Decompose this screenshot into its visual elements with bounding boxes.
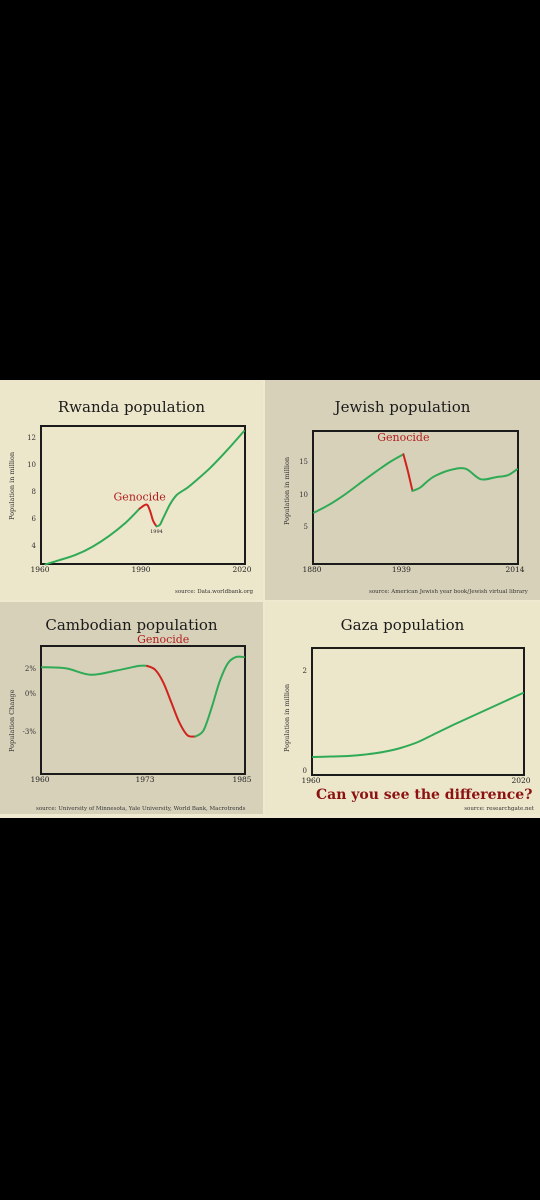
x-tick-label: 2020	[511, 776, 531, 785]
y-tick-label: 6	[31, 515, 36, 524]
x-tick-label: 1960	[30, 775, 50, 784]
y-axis-label: Population in million	[283, 683, 291, 752]
y-tick-label: 2%	[24, 665, 36, 674]
y-tick-label: 4	[31, 542, 36, 551]
x-tick-label: 2014	[505, 565, 525, 574]
chart-svg: Genocide	[41, 633, 245, 738]
y-tick-label: -3%	[22, 728, 36, 737]
rwanda-panel: Rwanda population Population in million …	[0, 380, 263, 600]
source-note: source: American Jewish year book/Jewish…	[369, 589, 528, 595]
population-line-segment	[313, 453, 405, 514]
plot-area	[311, 647, 525, 776]
genocide-line-segment	[138, 503, 158, 528]
genocide-annotation: Genocide	[114, 490, 166, 503]
year-annotation: 1994	[150, 529, 163, 535]
source-note: source: Data.worldbank.org	[175, 589, 253, 595]
source-note: source: University of Minnesota, Yale Un…	[36, 806, 246, 812]
chart-title: Cambodian population	[45, 616, 218, 634]
plot-area: Genocide 1994	[40, 425, 246, 566]
genocide-line-segment	[402, 453, 414, 492]
x-tick-label: 1985	[232, 775, 252, 784]
population-line-segment	[411, 467, 518, 492]
y-axis-label: Population Change	[8, 689, 16, 752]
population-line-segment	[155, 430, 245, 528]
source-note: source: researchgate.net	[464, 806, 534, 812]
genocide-annotation: Genocide	[137, 633, 189, 646]
x-tick-label: 1990	[131, 565, 151, 574]
plot-area: Genocide	[40, 633, 246, 775]
x-tick-label: 1939	[391, 565, 411, 574]
chart-svg	[312, 692, 524, 758]
chart-svg: Genocide 1994	[44, 430, 245, 566]
plot-area: Genocide	[312, 430, 519, 565]
chart-title: Gaza population	[340, 616, 465, 634]
x-tick-label: 1973	[135, 775, 155, 784]
y-tick-label: 10	[299, 490, 308, 499]
chart-svg: Genocide	[313, 431, 518, 514]
population-line-segment	[194, 655, 245, 738]
chart-title: Jewish population	[334, 398, 471, 416]
y-axis-label: Population in million	[8, 451, 16, 520]
x-tick-label: 2020	[232, 565, 252, 574]
jewish-panel: Jewish population Population in million …	[265, 380, 540, 600]
population-line-segment	[312, 692, 524, 758]
population-line-segment	[41, 664, 148, 676]
y-tick-label: 0%	[24, 690, 36, 699]
y-tick-label: 0	[302, 767, 307, 775]
genocide-annotation: Genocide	[377, 431, 429, 444]
x-tick-label: 1960	[30, 565, 50, 574]
x-tick-label: 1880	[302, 565, 322, 574]
y-tick-label: 8	[31, 488, 36, 496]
x-tick-label: 1960	[301, 776, 321, 785]
genocide-line-segment	[146, 664, 197, 738]
y-tick-label: 15	[299, 457, 308, 466]
chart-figure: Rwanda population Population in million …	[0, 380, 540, 818]
caption-question: Can you see the difference?	[316, 787, 533, 803]
y-tick-label: 10	[27, 460, 36, 469]
chart-title: Rwanda population	[57, 398, 206, 416]
cambodia-panel: Cambodian population Population Change G…	[0, 602, 263, 814]
y-tick-label: 5	[303, 523, 308, 532]
y-tick-label: 2	[302, 667, 307, 675]
population-line-segment	[44, 507, 141, 566]
y-tick-label: 12	[27, 433, 36, 442]
